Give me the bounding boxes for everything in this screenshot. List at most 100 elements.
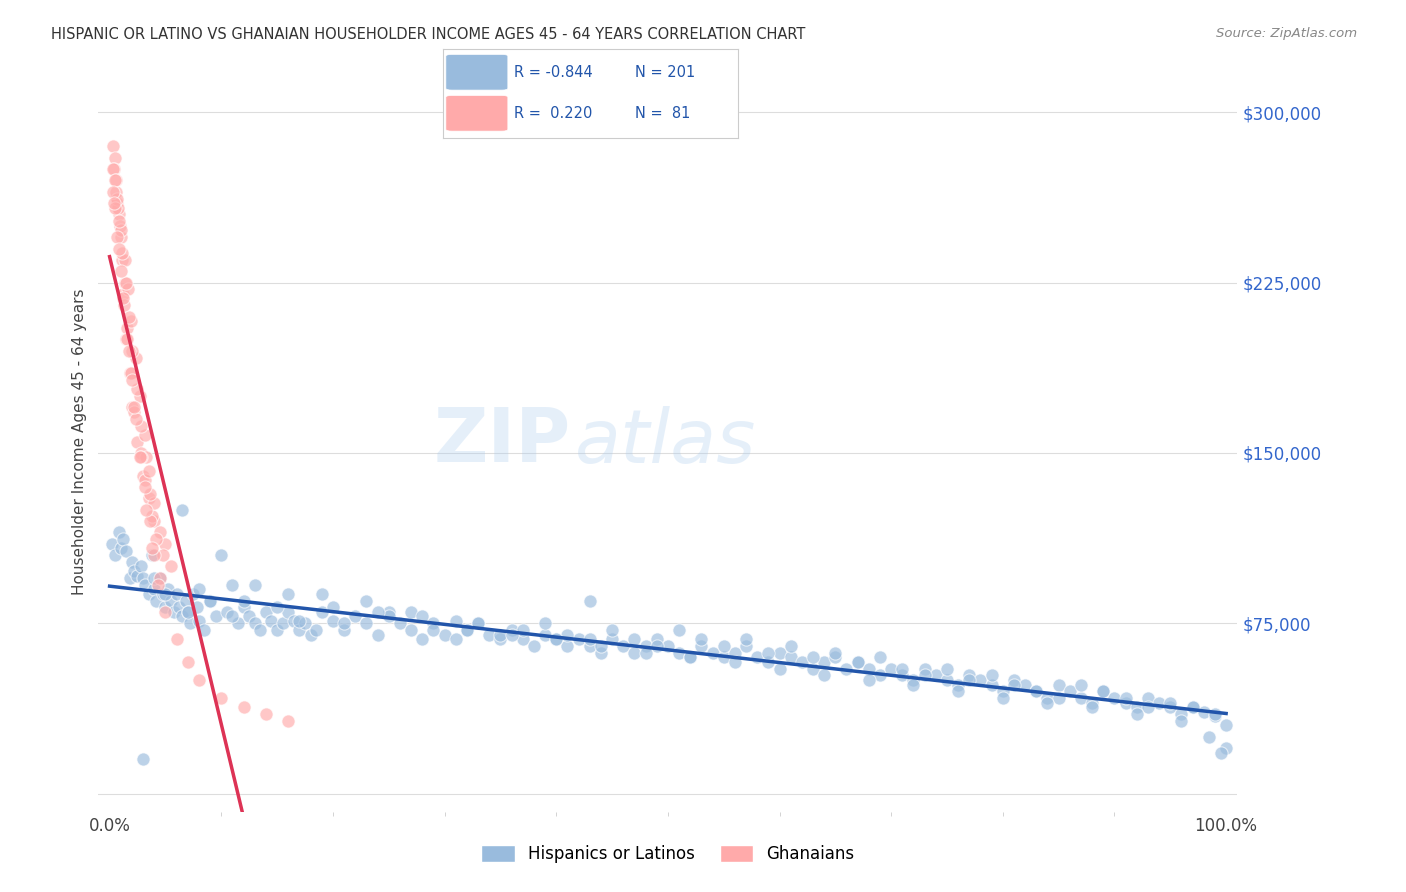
- Point: [925, 668, 948, 682]
- Point: [141, 548, 163, 562]
- Point: [132, 468, 155, 483]
- Point: [623, 632, 645, 647]
- Point: [143, 548, 166, 562]
- Point: [534, 627, 557, 641]
- Point: [1036, 696, 1059, 710]
- Point: [399, 605, 422, 619]
- Point: [846, 655, 869, 669]
- Point: [277, 605, 299, 619]
- Point: [108, 219, 131, 233]
- Point: [101, 537, 124, 551]
- Point: [149, 571, 172, 585]
- Point: [1170, 707, 1192, 722]
- Point: [187, 614, 209, 628]
- Point: [146, 577, 169, 591]
- Point: [991, 684, 1014, 698]
- Point: [600, 632, 623, 647]
- Point: [690, 639, 713, 653]
- Point: [1047, 691, 1070, 706]
- Point: [104, 173, 127, 187]
- Point: [645, 639, 668, 653]
- Point: [108, 214, 131, 228]
- Point: [131, 418, 153, 433]
- Point: [422, 623, 444, 637]
- Point: [578, 639, 600, 653]
- Point: [478, 627, 501, 641]
- Point: [118, 571, 141, 585]
- Point: [1092, 684, 1115, 698]
- Point: [139, 487, 162, 501]
- Point: [107, 525, 129, 540]
- Point: [254, 707, 277, 722]
- Point: [835, 662, 858, 676]
- Point: [489, 632, 512, 647]
- Point: [243, 616, 266, 631]
- Point: [501, 627, 523, 641]
- Point: [367, 605, 389, 619]
- Point: [623, 646, 645, 660]
- Point: [254, 605, 277, 619]
- Text: R =  0.220: R = 0.220: [513, 106, 592, 120]
- Point: [456, 623, 478, 637]
- Point: [155, 600, 177, 615]
- Point: [914, 662, 936, 676]
- Point: [1014, 677, 1036, 691]
- Point: [1136, 700, 1159, 714]
- Point: [668, 646, 690, 660]
- Point: [129, 389, 152, 403]
- Point: [115, 332, 138, 346]
- Point: [143, 582, 166, 596]
- Point: [105, 185, 128, 199]
- FancyBboxPatch shape: [446, 54, 508, 90]
- Point: [112, 298, 135, 312]
- Point: [152, 548, 174, 562]
- Point: [111, 292, 134, 306]
- Point: [756, 646, 779, 660]
- Point: [226, 616, 249, 631]
- Point: [1192, 705, 1215, 719]
- Point: [215, 605, 238, 619]
- Point: [198, 593, 221, 607]
- Point: [1092, 684, 1115, 698]
- Point: [105, 192, 128, 206]
- Point: [117, 321, 139, 335]
- Point: [114, 252, 136, 267]
- Text: N = 201: N = 201: [636, 65, 695, 79]
- Point: [149, 525, 172, 540]
- Point: [1170, 714, 1192, 728]
- Point: [160, 559, 183, 574]
- Point: [668, 623, 690, 637]
- Point: [1136, 691, 1159, 706]
- Point: [679, 650, 702, 665]
- Point: [135, 502, 157, 516]
- Point: [634, 646, 657, 660]
- Point: [128, 450, 150, 465]
- Point: [177, 605, 200, 619]
- Point: [166, 632, 188, 647]
- Point: [177, 655, 200, 669]
- Point: [129, 559, 152, 574]
- Point: [846, 655, 869, 669]
- Point: [1115, 691, 1137, 706]
- Point: [1147, 696, 1170, 710]
- Point: [294, 616, 316, 631]
- Point: [489, 627, 512, 641]
- Point: [117, 332, 139, 346]
- Point: [1181, 700, 1204, 714]
- Point: [333, 616, 356, 631]
- Point: [104, 173, 127, 187]
- Point: [534, 616, 557, 631]
- Point: [1159, 696, 1181, 710]
- Point: [333, 623, 356, 637]
- Point: [589, 639, 612, 653]
- Point: [103, 196, 125, 211]
- Point: [183, 587, 205, 601]
- Point: [891, 668, 914, 682]
- Point: [377, 605, 399, 619]
- Text: atlas: atlas: [575, 406, 756, 477]
- Point: [411, 632, 433, 647]
- Point: [134, 577, 156, 591]
- Point: [145, 593, 167, 607]
- Point: [456, 623, 478, 637]
- Point: [1209, 746, 1232, 760]
